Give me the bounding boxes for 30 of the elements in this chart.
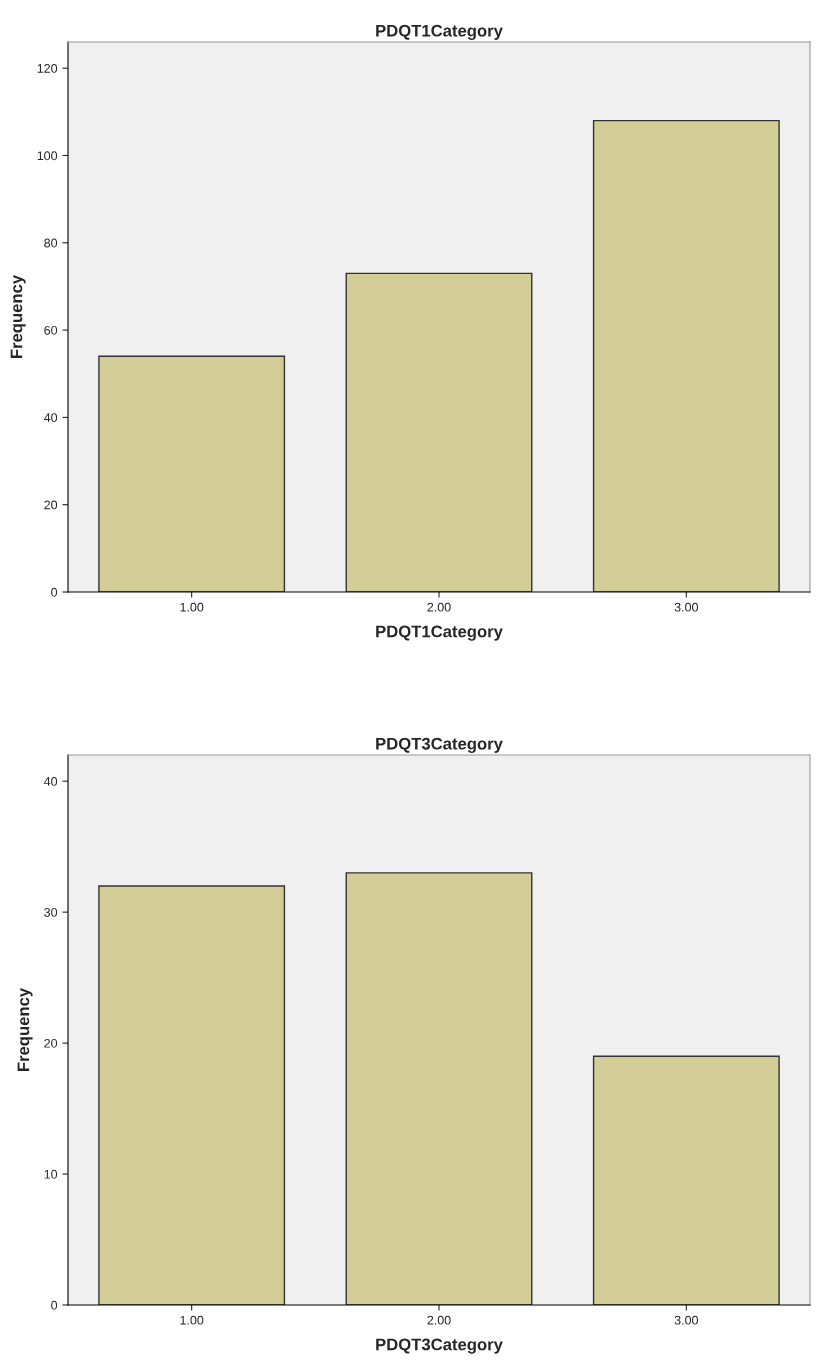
y-tick-label: 0 <box>51 1300 58 1310</box>
y-tick-label: 40 <box>43 413 58 423</box>
y-tick-label: 20 <box>44 500 58 510</box>
bar <box>592 1055 780 1305</box>
x-tick-label: 2.00 <box>427 602 451 612</box>
bar <box>98 355 286 592</box>
y-tick-label: 10 <box>44 1169 58 1179</box>
bar <box>345 272 533 592</box>
y-tick-label: 80 <box>44 238 58 248</box>
bar <box>592 119 780 592</box>
y-tick-label: 30 <box>44 907 58 917</box>
y-axis-title: Frequency <box>10 274 26 359</box>
x-tick-label: 1.00 <box>180 602 204 612</box>
x-tick-label: 1.00 <box>180 1315 204 1325</box>
x-axis-title: PDQT3Category <box>376 1338 503 1354</box>
y-tick-label: 120 <box>37 63 58 73</box>
y-axis-title: Frequency <box>17 987 33 1072</box>
x-axis-title: PDQT1Category <box>376 625 503 641</box>
y-tick-label: 40 <box>43 776 58 786</box>
bar <box>345 872 533 1305</box>
x-tick-label: 2.00 <box>427 1315 451 1325</box>
x-tick-label: 3.00 <box>674 1315 699 1325</box>
chart-title: PDQT3Category <box>376 737 503 753</box>
y-tick-label: 0 <box>51 587 58 597</box>
bar <box>98 885 286 1305</box>
x-tick-label: 3.00 <box>674 602 699 612</box>
y-tick-label: 60 <box>44 325 58 335</box>
chart-title: PDQT1Category <box>376 24 503 40</box>
y-tick-label: 20 <box>44 1038 58 1048</box>
y-tick-label: 100 <box>37 151 58 161</box>
